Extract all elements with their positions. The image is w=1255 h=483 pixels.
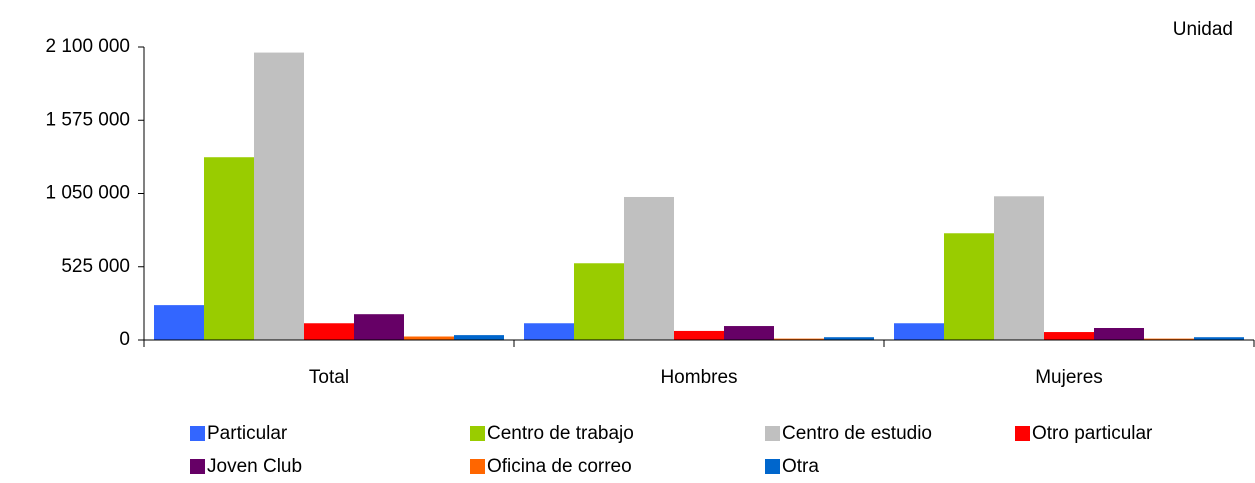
bar	[204, 157, 254, 340]
legend-swatch	[470, 426, 485, 441]
bar	[894, 323, 944, 340]
legend-swatch	[190, 459, 205, 474]
y-tick-label: 0	[119, 329, 130, 350]
bar	[774, 338, 824, 340]
bar	[574, 263, 624, 340]
y-tick-label: 1 575 000	[45, 109, 130, 130]
legend-swatch	[1015, 426, 1030, 441]
x-tick-label: Total	[309, 367, 349, 388]
y-tick-label: 2 100 000	[45, 36, 130, 57]
x-tick-label: Mujeres	[1035, 367, 1103, 388]
bar	[354, 314, 404, 340]
bar	[944, 233, 994, 340]
legend-swatch	[190, 426, 205, 441]
bar	[454, 335, 504, 340]
legend-label: Otra	[782, 456, 819, 477]
legend-label: Joven Club	[207, 456, 302, 477]
bar	[1144, 338, 1194, 340]
bar	[524, 323, 574, 340]
legend-swatch	[765, 459, 780, 474]
bar	[254, 52, 304, 340]
bar	[304, 323, 354, 340]
bar	[1094, 328, 1144, 340]
bar	[674, 330, 724, 340]
legend-swatch	[765, 426, 780, 441]
y-tick-label: 525 000	[61, 256, 130, 277]
x-tick-label: Hombres	[660, 367, 737, 388]
legend-label: Particular	[207, 423, 288, 444]
legend-label: Centro de estudio	[782, 423, 932, 444]
bar	[1044, 332, 1094, 340]
bar	[724, 326, 774, 340]
y-tick-label: 1 050 000	[45, 183, 130, 204]
bar	[624, 196, 674, 340]
legend-label: Otro particular	[1032, 423, 1153, 444]
bar	[154, 305, 204, 340]
bar	[404, 336, 454, 340]
legend-label: Centro de trabajo	[487, 423, 634, 444]
y-axis-label: Unidad	[1173, 19, 1233, 40]
bar	[824, 337, 874, 340]
bar	[1194, 337, 1244, 340]
legend-swatch	[470, 459, 485, 474]
bar	[994, 196, 1044, 340]
legend-label: Oficina de correo	[487, 456, 632, 477]
